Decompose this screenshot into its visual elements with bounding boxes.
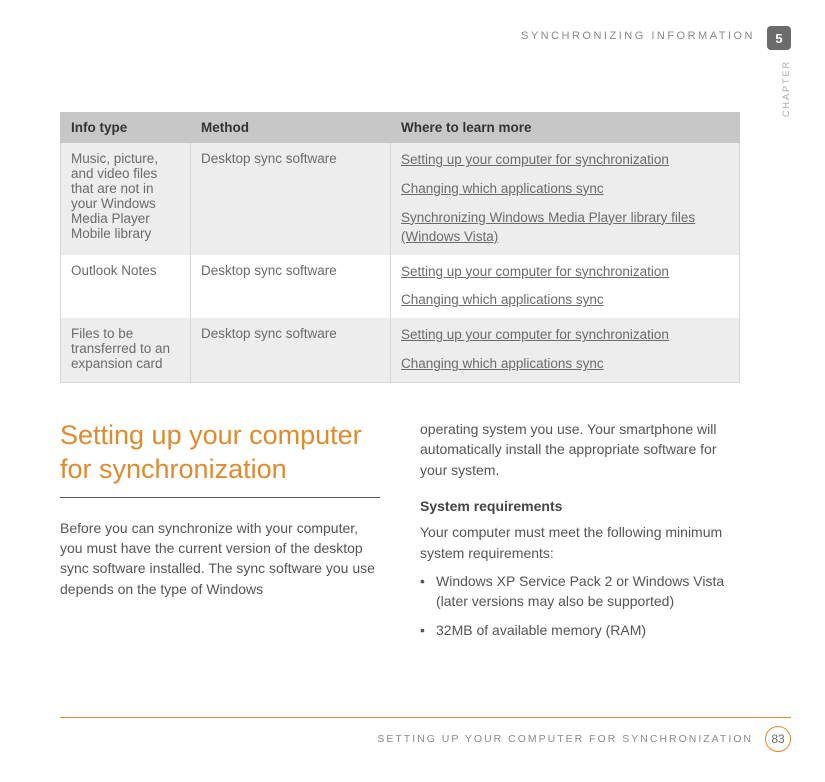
th-where: Where to learn more	[391, 113, 740, 143]
cell-method: Desktop sync software	[191, 318, 391, 382]
list-item: Windows XP Service Pack 2 or Windows Vis…	[420, 571, 740, 612]
section-title: Setting up your computer for synchroniza…	[60, 419, 380, 498]
cross-reference-link[interactable]: Setting up your computer for synchroniza…	[401, 263, 729, 282]
cross-reference-link[interactable]: Synchronizing Windows Media Player libra…	[401, 209, 729, 247]
cross-reference-link[interactable]: Setting up your computer for synchroniza…	[401, 326, 729, 345]
body-columns: Setting up your computer for synchroniza…	[60, 419, 740, 648]
cross-reference-link[interactable]: Changing which applications sync	[401, 291, 729, 310]
sync-info-table: Info type Method Where to learn more Mus…	[60, 112, 740, 383]
table-body: Music, picture, and video files that are…	[61, 143, 740, 383]
cell-where: Setting up your computer for synchroniza…	[391, 318, 740, 382]
page: SYNCHRONIZING INFORMATION 5 CHAPTER Info…	[0, 0, 825, 782]
cross-reference-link[interactable]: Setting up your computer for synchroniza…	[401, 151, 729, 170]
page-footer: SETTING UP YOUR COMPUTER FOR SYNCHRONIZA…	[60, 717, 791, 752]
th-method: Method	[191, 113, 391, 143]
running-head: SYNCHRONIZING INFORMATION	[60, 30, 755, 42]
requirements-list: Windows XP Service Pack 2 or Windows Vis…	[420, 571, 740, 640]
right-paragraph-2: Your computer must meet the following mi…	[420, 522, 740, 563]
table-row: Music, picture, and video files that are…	[61, 143, 740, 255]
list-item: 32MB of available memory (RAM)	[420, 620, 740, 640]
left-paragraph: Before you can synchronize with your com…	[60, 518, 380, 599]
cell-info-type: Files to be transferred to an expansion …	[61, 318, 191, 382]
right-column: operating system you use. Your smartphon…	[420, 419, 740, 648]
left-column: Setting up your computer for synchroniza…	[60, 419, 380, 648]
right-paragraph-1: operating system you use. Your smartphon…	[420, 419, 740, 480]
cross-reference-link[interactable]: Changing which applications sync	[401, 180, 729, 199]
chapter-vertical-label: CHAPTER	[781, 60, 791, 117]
table-row: Files to be transferred to an expansion …	[61, 318, 740, 382]
chapter-number-badge: 5	[767, 26, 791, 50]
cell-where: Setting up your computer for synchroniza…	[391, 143, 740, 255]
cell-method: Desktop sync software	[191, 255, 391, 319]
cell-method: Desktop sync software	[191, 143, 391, 255]
th-info-type: Info type	[61, 113, 191, 143]
cell-info-type: Music, picture, and video files that are…	[61, 143, 191, 255]
cross-reference-link[interactable]: Changing which applications sync	[401, 355, 729, 374]
table-row: Outlook NotesDesktop sync software Settin…	[61, 255, 740, 319]
cell-where: Setting up your computer for synchroniza…	[391, 255, 740, 319]
cell-info-type: Outlook Notes	[61, 255, 191, 319]
page-number: 83	[765, 726, 791, 752]
system-requirements-heading: System requirements	[420, 496, 740, 516]
link-suffix: (Windows Vista)	[401, 229, 498, 244]
footer-text: SETTING UP YOUR COMPUTER FOR SYNCHRONIZA…	[377, 733, 753, 745]
